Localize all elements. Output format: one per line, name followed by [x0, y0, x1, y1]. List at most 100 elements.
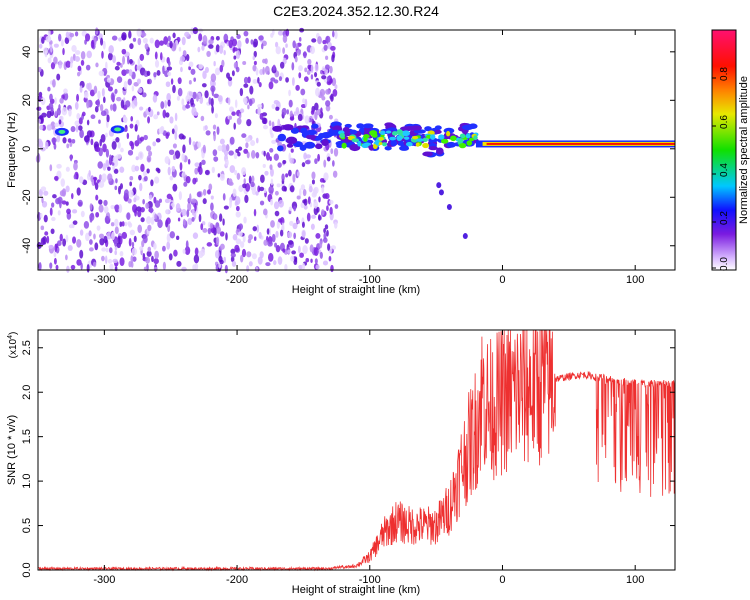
spectrogram-speckle: [137, 37, 142, 46]
spectrogram-speckle: [147, 116, 151, 124]
spectrogram-speckle: [96, 98, 100, 108]
spectrogram-speckle: [251, 150, 256, 159]
spectrogram-speckle: [185, 54, 190, 62]
spectrogram-band-core: [378, 136, 384, 141]
spectrogram-speckle: [331, 54, 335, 63]
spectrogram-speckle: [114, 250, 118, 256]
spectrogram-speckle: [58, 60, 63, 69]
spectrogram-speckle: [172, 183, 178, 192]
spectrogram-band-spot: [290, 127, 300, 134]
spectrogram-speckle: [204, 90, 209, 99]
spectrogram-speckle: [300, 88, 306, 96]
spectrogram-speckle: [158, 198, 162, 203]
spectrogram-speckle: [127, 78, 132, 86]
spectrogram-speckle: [107, 258, 113, 264]
spectrogram-speckle: [48, 102, 54, 110]
spectrogram-speckle: [279, 61, 285, 69]
spectrogram-speckle: [148, 106, 151, 112]
spectrogram-speckle: [181, 266, 187, 272]
spectrogram-speckle: [62, 47, 65, 56]
spectrogram-speckle: [74, 56, 81, 62]
spectrogram-speckle: [41, 196, 44, 204]
spectrogram-speckle: [139, 136, 145, 142]
snr-x-tick-label: -300: [93, 574, 115, 586]
spectrogram-speckle: [58, 104, 61, 111]
spectrogram-speckle: [240, 241, 245, 248]
spectrogram-speckle: [114, 185, 118, 191]
spectrogram-speckle: [281, 222, 285, 231]
spectrogram-speckle: [217, 95, 223, 103]
spectrogram-speckle: [110, 222, 115, 227]
spectrogram-speckle: [187, 217, 193, 226]
spectrogram-speckle: [194, 111, 199, 116]
snr-y-tick-label: 2.5: [21, 340, 33, 355]
spectrogram-band-core: [469, 137, 475, 142]
spectrogram-band-spot: [399, 145, 410, 151]
snr-x-tick-label: 100: [626, 574, 644, 586]
spectrogram-speckle: [100, 110, 107, 117]
spectrogram-speckle: [333, 147, 339, 157]
spectrogram-speckle: [278, 76, 283, 82]
spectrogram-speckle: [38, 43, 43, 49]
spectrogram-speckle: [308, 185, 313, 193]
spectrogram-speckle: [47, 28, 51, 37]
spectrogram-speckle: [273, 260, 277, 266]
spectrogram-speckle: [109, 154, 112, 163]
colorbar-tick-label: 0.6: [719, 115, 730, 129]
snr-y-tick-label: 2.0: [21, 385, 33, 400]
spectrogram-speckle: [56, 163, 62, 169]
spectrogram-speckle: [202, 227, 208, 233]
spectrogram-speckle: [311, 214, 316, 219]
spectrogram-speckle: [143, 175, 148, 182]
spectrogram-speckle: [324, 224, 329, 230]
spectrogram-speckle: [133, 97, 138, 106]
spectrogram-speckle: [208, 39, 214, 45]
spectrogram-speckle: [93, 233, 96, 240]
spectrogram-speckle: [270, 178, 274, 186]
spectrogram-speckle: [147, 246, 152, 252]
spectrogram-y-tick-label: 0: [21, 146, 33, 152]
spectrogram-blob-core: [114, 127, 122, 132]
spectrogram-speckle: [74, 31, 79, 37]
spectrogram-speckle: [250, 139, 256, 147]
spectrogram-speckle: [188, 79, 192, 85]
spectrogram-speckle: [154, 200, 161, 208]
spectrogram-speckle: [222, 193, 226, 201]
spectrogram-speckle: [334, 204, 339, 209]
spectrogram-speckle: [136, 28, 142, 37]
spectrogram-speckle: [255, 191, 259, 196]
spectrogram-speckle: [325, 36, 329, 45]
spectrogram-speckle: [264, 65, 270, 75]
spectrogram-speckle: [234, 99, 238, 108]
spectrogram-speckle: [176, 260, 182, 267]
spectrogram-speckle: [65, 185, 70, 193]
spectrogram-speckle: [319, 240, 323, 249]
snr-y-axis-label: SNR (10 * v/v): [6, 415, 18, 485]
spectrogram-speckle: [40, 147, 46, 152]
spectrogram-speckle: [46, 235, 50, 244]
spectrogram-speckle: [251, 253, 257, 260]
spectrogram-speckle: [276, 220, 280, 229]
spectrogram-speckle: [288, 169, 292, 177]
spectrogram-speckle: [185, 104, 191, 109]
spectrogram-speckle: [80, 210, 85, 218]
spectrogram-band-spot: [436, 149, 444, 154]
spectrogram-speckle: [304, 115, 310, 124]
spectrogram-speckle: [285, 77, 289, 83]
spectrogram-speckle: [206, 242, 213, 247]
spectrogram-speckle: [219, 231, 225, 237]
spectrogram-speckle: [106, 114, 110, 123]
spectrogram-band-spot: [321, 139, 329, 147]
spectrogram-speckle: [190, 97, 194, 106]
spectrogram-speckle: [167, 35, 171, 42]
spectrogram-speckle: [85, 232, 90, 242]
spectrogram-speckle: [300, 184, 306, 191]
spectrogram-speckle: [306, 70, 311, 75]
spectrogram-speckle: [277, 162, 282, 168]
spectrogram-speckle: [262, 66, 265, 75]
spectrogram-y-tick-label: -40: [21, 238, 33, 254]
spectrogram-speckle: [243, 148, 249, 154]
spectrogram-speckle: [326, 156, 331, 162]
spectrogram-speckle: [157, 168, 161, 174]
spectrogram-speckle: [141, 92, 147, 98]
